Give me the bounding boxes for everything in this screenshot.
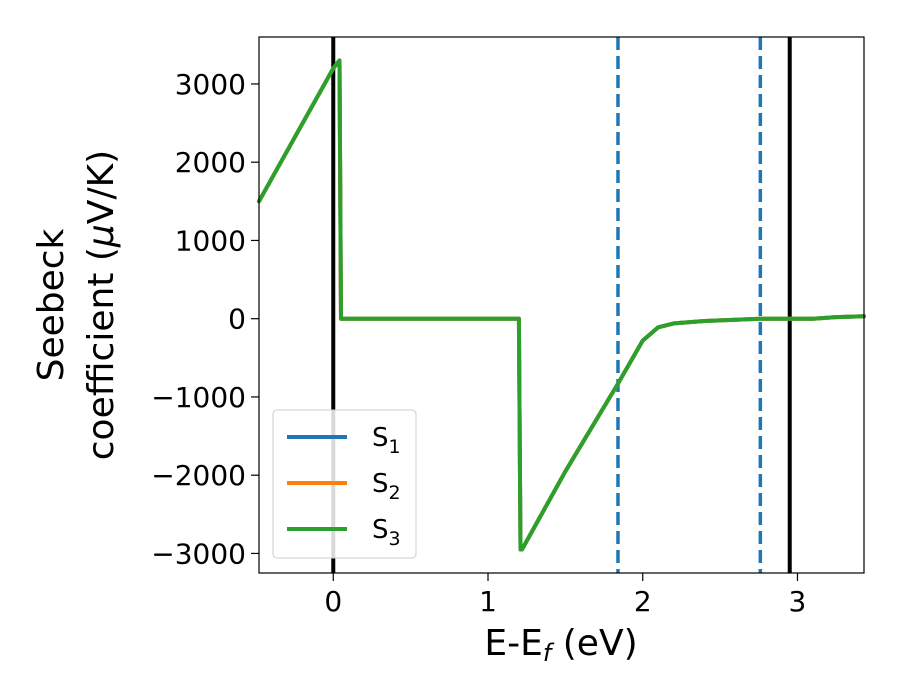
x-axis-title: E-Ef (eV) — [484, 623, 637, 667]
y-tick-label: 1000 — [175, 224, 246, 257]
x-axis-title-main: E-E — [484, 623, 542, 664]
y-axis-title-line2-suffix: V/K) — [81, 150, 122, 224]
y-axis-title-line2-prefix: coefficient ( — [81, 247, 122, 460]
y-tick-label: 3000 — [175, 68, 246, 101]
legend: S1 S2 S3 — [272, 409, 417, 559]
y-axis-title-line1: Seebeck — [31, 228, 72, 381]
y-axis-title-line2: coefficient (μV/K) — [81, 150, 122, 460]
y-tick-label: 0 — [228, 303, 246, 336]
y-tick-label: −3000 — [151, 537, 246, 570]
x-axis-title-unit: (eV) — [551, 623, 637, 664]
x-tick-label: 0 — [324, 585, 342, 618]
series-line-s3 — [257, 58, 866, 552]
x-axis: 0 1 2 3 — [324, 573, 806, 618]
y-axis-title-mu: μ — [81, 224, 122, 248]
legend-label-s2: S2 — [372, 469, 401, 504]
y-tick-label: −1000 — [151, 381, 246, 414]
y-axis-title: Seebeck coefficient (μV/K) — [31, 150, 122, 460]
y-tick-label: −2000 — [151, 459, 246, 492]
plot-frame — [258, 36, 865, 574]
x-tick-label: 2 — [634, 585, 652, 618]
y-tick-label: 2000 — [175, 146, 246, 179]
legend-label-s3: S3 — [372, 515, 401, 550]
legend-label-s1: S1 — [372, 423, 401, 458]
x-tick-label: 3 — [789, 585, 807, 618]
plot-area — [257, 37, 866, 573]
y-axis: −3000 −2000 −1000 0 1000 2000 3000 — [151, 68, 259, 570]
x-tick-label: 1 — [479, 585, 497, 618]
